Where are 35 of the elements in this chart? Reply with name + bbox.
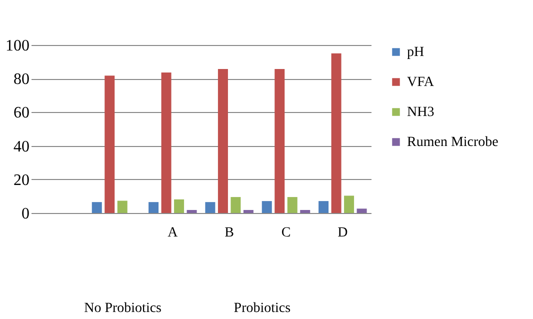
bar	[205, 202, 216, 213]
y-tick-label: 100	[6, 38, 30, 54]
bar	[344, 196, 354, 213]
bar	[117, 200, 128, 213]
bar	[218, 69, 228, 213]
bar	[148, 202, 159, 213]
x-tick-label: A	[168, 226, 179, 240]
bar	[331, 53, 342, 213]
legend-label: NH3	[407, 105, 434, 120]
y-tick-label: 80	[14, 71, 30, 88]
bar	[230, 197, 241, 213]
legend-label: Rumen Microbe	[407, 135, 498, 150]
bar	[318, 201, 329, 213]
bar	[161, 72, 172, 213]
bar	[262, 201, 272, 213]
text: Probiotics	[234, 301, 291, 316]
legend-label: VFA	[407, 75, 435, 90]
bar	[356, 208, 367, 213]
x-tick-label: C	[281, 226, 291, 240]
bar	[274, 69, 285, 213]
y-tick-label: 40	[14, 138, 30, 156]
bar	[287, 197, 298, 213]
bar	[186, 210, 197, 213]
bar	[300, 210, 310, 213]
x-tick-label: D	[338, 226, 348, 240]
text: No Probiotics	[84, 301, 162, 316]
bar	[243, 210, 254, 213]
y-tick-label: 60	[14, 104, 30, 122]
y-tick-label: 20	[14, 172, 30, 189]
bar	[92, 202, 102, 213]
bar	[174, 199, 184, 213]
bar	[104, 76, 115, 213]
y-tick-label: 0	[22, 206, 30, 222]
legend-label: pH	[407, 45, 424, 60]
x-tick-label: B	[224, 226, 234, 240]
